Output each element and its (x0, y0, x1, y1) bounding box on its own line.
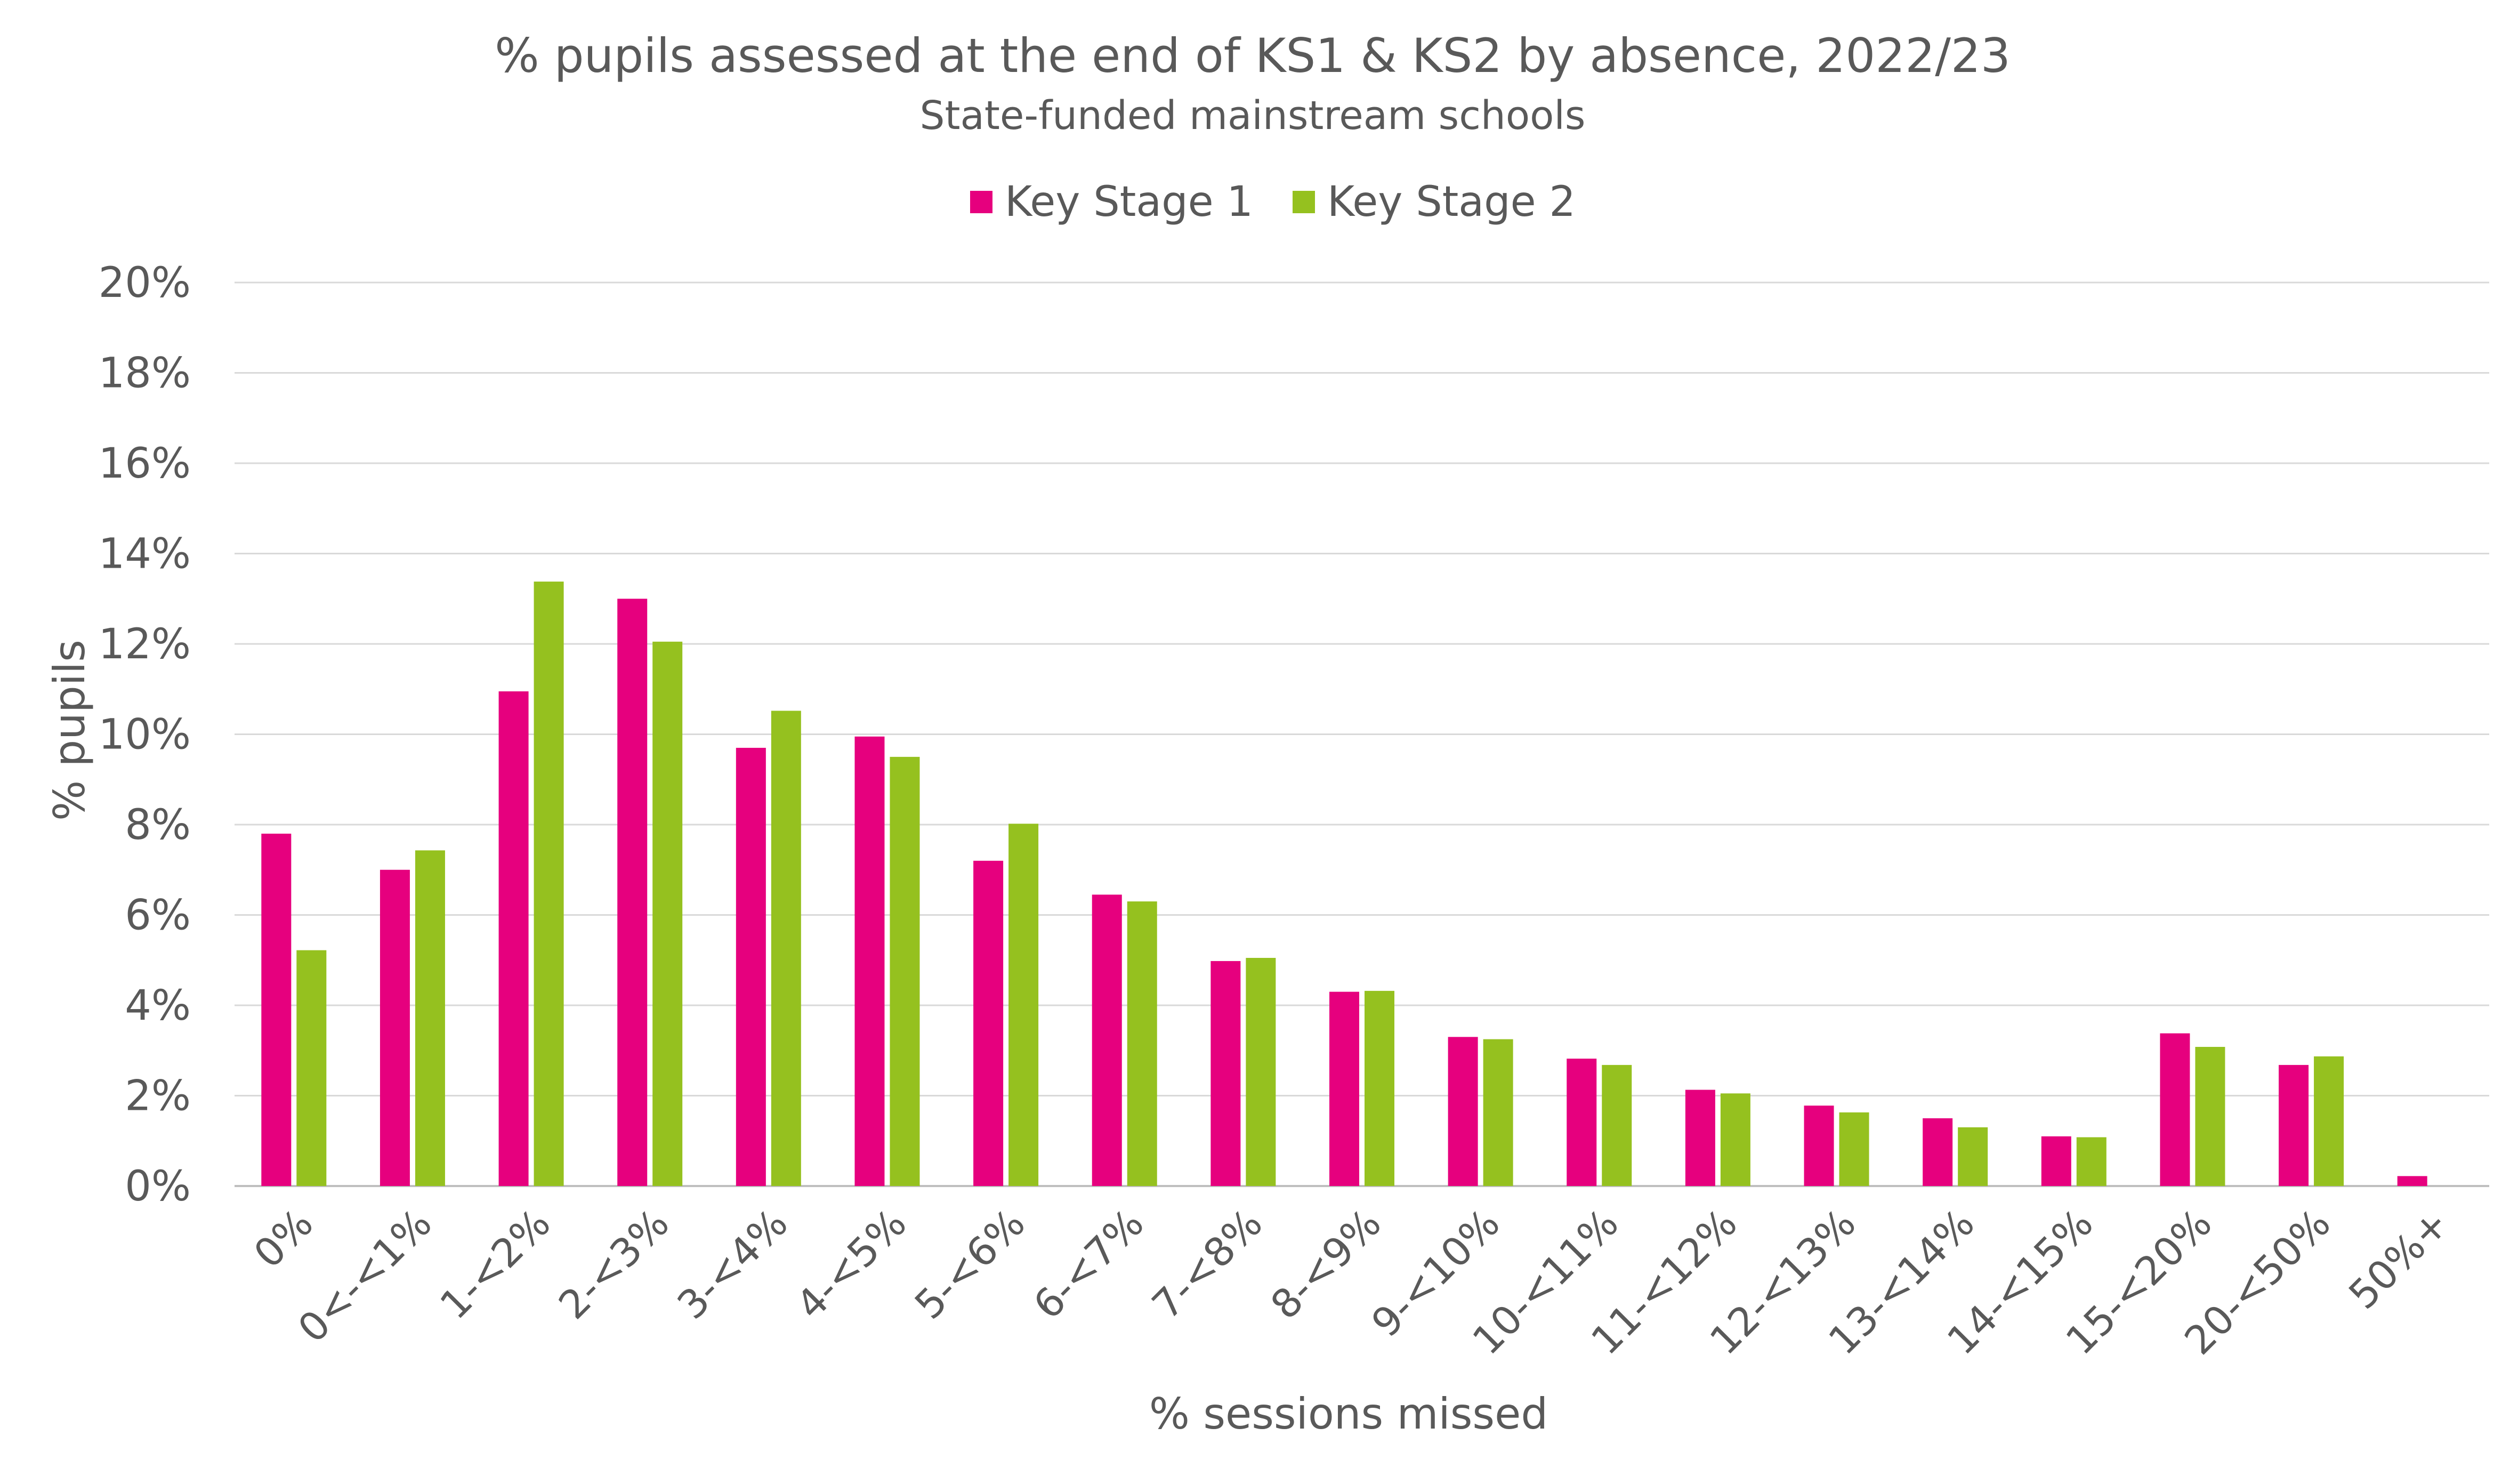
legend-swatch-ks2 (1293, 191, 1315, 213)
x-tick-label: 50%+ (2340, 1200, 2458, 1318)
bar-ks1-14 (1923, 1118, 1953, 1186)
bar-ks1-17 (2279, 1064, 2309, 1186)
bar-ks2-11 (1602, 1064, 1632, 1186)
gridlines (235, 281, 2489, 1187)
bar-ks2-4 (771, 711, 801, 1186)
legend: Key Stage 1 Key Stage 2 (970, 178, 1576, 226)
chart-title: % pupils assessed at the end of KS1 & KS… (495, 28, 2011, 83)
x-axis-label: % sessions missed (1149, 1389, 1548, 1439)
bar-ks1-3 (617, 599, 648, 1186)
bar-ks1-9 (1329, 991, 1359, 1186)
x-tick-label: 4-<5% (787, 1200, 915, 1328)
y-tick-label: 4% (125, 982, 191, 1030)
bar-ks2-17 (2314, 1056, 2344, 1186)
bar-ks2-0 (296, 950, 327, 1186)
y-tick-label: 8% (125, 801, 191, 849)
x-tick-label: 6-<7% (1025, 1200, 1153, 1328)
bar-ks1-12 (1685, 1090, 1715, 1186)
bar-ks1-18 (2397, 1176, 2427, 1186)
bar-ks1-11 (1567, 1059, 1597, 1186)
y-tick-label: 20% (99, 259, 191, 307)
bar-ks1-15 (2041, 1136, 2071, 1186)
bar-ks1-10 (1448, 1037, 1478, 1186)
bar-ks2-1 (415, 850, 445, 1186)
bar-ks1-16 (2160, 1033, 2190, 1186)
bar-ks1-0 (261, 833, 292, 1186)
legend-swatch-ks1 (970, 191, 992, 213)
bar-ks1-8 (1210, 961, 1241, 1186)
bar-ks1-2 (498, 691, 529, 1186)
y-tick-label: 2% (125, 1072, 191, 1120)
legend-label-ks1: Key Stage 1 (1005, 178, 1253, 226)
bar-ks2-3 (652, 641, 683, 1186)
y-axis-label: % pupils (45, 640, 94, 821)
bar-ks1-1 (380, 869, 410, 1186)
y-tick-label: 10% (99, 711, 191, 759)
bar-ks2-14 (1958, 1127, 1988, 1186)
bar-ks2-2 (534, 582, 564, 1186)
bar-ks1-6 (973, 860, 1004, 1186)
x-tick-label: 3-<4% (669, 1200, 797, 1328)
chart-subtitle: State-funded mainstream schools (920, 93, 1586, 139)
y-tick-label: 18% (99, 350, 191, 398)
bar-ks2-12 (1720, 1093, 1750, 1186)
x-tick-label: 0% (245, 1200, 322, 1277)
bar-ks2-5 (890, 756, 920, 1186)
x-tick-label: 5-<6% (906, 1200, 1034, 1328)
bar-ks2-7 (1127, 901, 1157, 1186)
y-tick-label: 14% (99, 530, 191, 578)
bar-ks2-16 (2195, 1046, 2225, 1186)
y-axis-ticks: 0% 2% 4% 6% 8% 10% 12% 14% 16% 18% 20% (99, 259, 191, 1211)
x-tick-label: 2-<3% (550, 1200, 678, 1328)
bar-ks2-10 (1483, 1039, 1513, 1186)
bar-ks2-9 (1365, 990, 1394, 1186)
legend-label-ks2: Key Stage 2 (1327, 178, 1576, 226)
x-axis-ticks: 0%0<-<1%1-<2%2-<3%3-<4%4-<5%5-<6%6-<7%7-… (245, 1200, 2458, 1364)
y-tick-label: 6% (125, 892, 191, 940)
bar-ks1-4 (736, 747, 766, 1186)
x-tick-label: 1-<2% (431, 1200, 559, 1328)
y-tick-label: 0% (125, 1163, 191, 1211)
bars (261, 582, 2427, 1186)
bar-ks2-6 (1008, 824, 1039, 1186)
bar-ks2-8 (1246, 958, 1276, 1186)
x-tick-label: 7-<8% (1143, 1200, 1271, 1328)
y-tick-label: 16% (99, 440, 191, 488)
bar-ks2-13 (1839, 1112, 1869, 1186)
y-tick-label: 12% (99, 620, 191, 668)
bar-ks2-15 (2076, 1137, 2107, 1186)
bar-ks1-13 (1804, 1106, 1834, 1186)
bar-ks1-7 (1092, 894, 1122, 1186)
bar-ks1-5 (854, 736, 885, 1186)
